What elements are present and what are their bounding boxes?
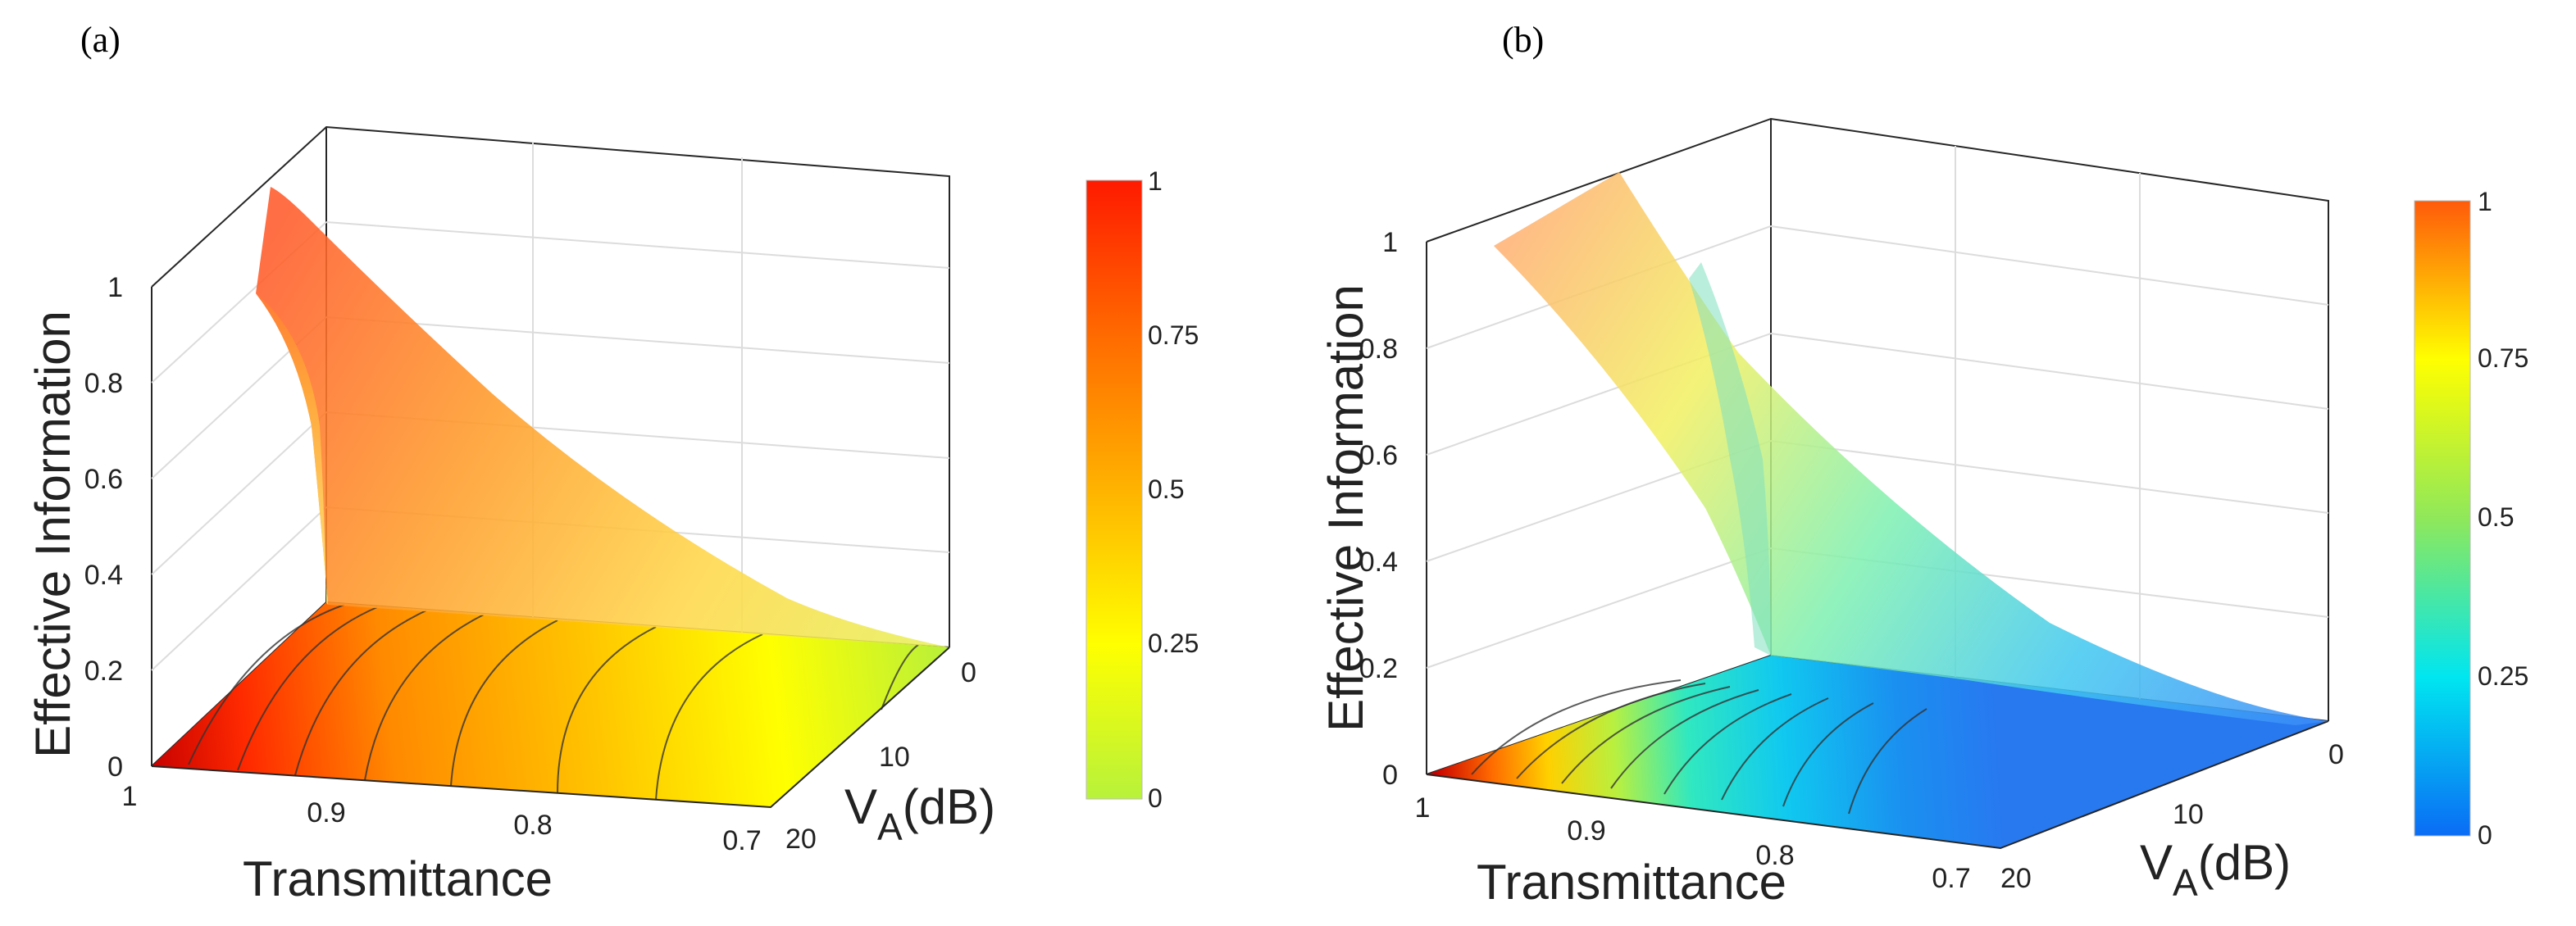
panel-b-surface bbox=[1494, 172, 2328, 725]
panel-b-x-tick: 0.8 bbox=[1755, 840, 1794, 871]
panel-b-surface-sheet bbox=[1494, 172, 2328, 725]
panel-a-x-label: Transmittance bbox=[243, 851, 553, 906]
panel-a-z-tick: 0.6 bbox=[84, 464, 123, 495]
panel-b-colorbar-tick: 0.5 bbox=[2478, 502, 2514, 532]
panel-b-floor-contour bbox=[1426, 656, 2329, 850]
panel-a-colorbar-fill bbox=[1086, 180, 1142, 799]
panel-b-colorbar-border bbox=[2414, 200, 2471, 837]
panel-a-colorbar-tick: 0.75 bbox=[1148, 320, 1199, 350]
panel-a-floor-fill bbox=[152, 602, 949, 807]
panel-b-colorbar: 0 0.25 0.5 0.75 1 bbox=[2414, 187, 2528, 850]
panel-b-colorbar-tick: 1 bbox=[2478, 187, 2492, 216]
panel-a-label: (a) bbox=[80, 20, 121, 60]
panel-a-colorbar-tick: 0.5 bbox=[1148, 474, 1184, 504]
panel-a-z-tick: 1 bbox=[107, 272, 123, 303]
panel-b-colorbar-tick: 0.75 bbox=[2478, 343, 2528, 373]
panel-b-z-tick: 1 bbox=[1382, 227, 1398, 258]
panel-b-back-edges bbox=[1426, 117, 2329, 721]
panel-a-front-floor-edges bbox=[151, 647, 950, 809]
panel-a-x-tick: 0.9 bbox=[307, 797, 345, 828]
panel-a-floor-contour bbox=[151, 602, 950, 809]
panel-a-colorbar-tick: 1 bbox=[1148, 166, 1163, 196]
panel-b-surface-fold bbox=[1689, 262, 1771, 656]
panel-a-x-tick: 1 bbox=[122, 781, 138, 812]
panel-b-floor-fill bbox=[1427, 656, 2328, 848]
panel-a: (a) bbox=[25, 20, 1199, 906]
panel-a-x-tick: 0.7 bbox=[722, 825, 761, 856]
panel-b-y-ticks: 0 10 20 bbox=[2000, 739, 2344, 894]
panel-a-y-label: VA(dB) bbox=[844, 779, 995, 848]
panel-a-y-label-unit: (dB) bbox=[903, 779, 995, 834]
panel-b-y-tick: 0 bbox=[2328, 739, 2344, 770]
panel-b-y-label-main: V bbox=[2140, 835, 2173, 890]
panel-b-x-tick: 0.9 bbox=[1567, 815, 1605, 847]
panel-a-surface-edge bbox=[256, 293, 328, 605]
panel-a-z-tick: 0.2 bbox=[84, 656, 123, 687]
panel-a-y-label-sub: A bbox=[877, 806, 903, 848]
panel-b-colorbar-tick: 0.25 bbox=[2478, 661, 2528, 691]
panel-b-z-tick: 0.8 bbox=[1359, 334, 1398, 365]
panel-a-y-ticks: 0 10 20 bbox=[785, 657, 976, 855]
panel-b-z-tick: 0.4 bbox=[1359, 547, 1398, 578]
panel-b-y-tick: 20 bbox=[2000, 863, 2032, 894]
panel-a-y-tick: 10 bbox=[879, 742, 910, 773]
panel-b-label: (b) bbox=[1502, 20, 1544, 60]
panel-b-y-label: VA(dB) bbox=[2140, 835, 2291, 904]
panel-a-y-label-main: V bbox=[844, 779, 877, 834]
panel-b-z-label: Effective Information bbox=[1318, 284, 1373, 732]
panel-a-z-tick: 0.4 bbox=[84, 560, 123, 591]
panel-b-y-label-sub: A bbox=[2173, 861, 2198, 904]
panel-a-surface-sheet bbox=[256, 187, 949, 647]
panel-a-y-tick: 20 bbox=[785, 824, 817, 855]
panel-a-colorbar-tick: 0.25 bbox=[1148, 629, 1199, 658]
panel-b-colorbar-fill bbox=[2414, 201, 2470, 836]
panel-b-x-tick: 0.7 bbox=[1932, 863, 1970, 894]
panel-a-y-tick: 0 bbox=[961, 657, 976, 688]
panel-a-colorbar-tick: 0 bbox=[1148, 783, 1163, 813]
panel-a-surface bbox=[256, 187, 949, 647]
panel-b-x-tick: 1 bbox=[1415, 792, 1431, 824]
panel-b-z-tick: 0.2 bbox=[1359, 653, 1398, 684]
panel-b-front-floor-edges bbox=[1426, 720, 2329, 850]
panel-a-z-label: Effective Information bbox=[25, 311, 80, 758]
panel-b-y-label-unit: (dB) bbox=[2198, 835, 2291, 890]
panel-b-y-tick: 10 bbox=[2173, 799, 2204, 830]
panel-a-z-ticks: 0 0.2 0.4 0.6 0.8 1 bbox=[84, 272, 123, 783]
panel-b-z-tick: 0 bbox=[1382, 760, 1398, 791]
panel-b-z-tick: 0.6 bbox=[1359, 440, 1398, 471]
panel-a-x-ticks: 1 0.9 0.8 0.7 bbox=[122, 781, 762, 856]
panel-a-back-edges bbox=[151, 125, 950, 647]
panel-a-x-tick: 0.8 bbox=[513, 810, 552, 841]
panel-a-colorbar: 0 0.25 0.5 0.75 1 bbox=[1085, 166, 1199, 813]
panel-b-x-label: Transmittance bbox=[1477, 855, 1786, 910]
panel-b-x-ticks: 1 0.9 0.8 0.7 bbox=[1415, 792, 1971, 894]
panel-b-z-ticks: 0 0.2 0.4 0.6 0.8 1 bbox=[1359, 227, 1398, 791]
panel-b: (b) bbox=[1318, 20, 2528, 910]
panel-b-colorbar-tick: 0 bbox=[2478, 820, 2492, 850]
panel-a-z-tick: 0.8 bbox=[84, 368, 123, 399]
panel-a-z-tick: 0 bbox=[107, 751, 123, 783]
panel-a-colorbar-border bbox=[1085, 179, 1143, 800]
